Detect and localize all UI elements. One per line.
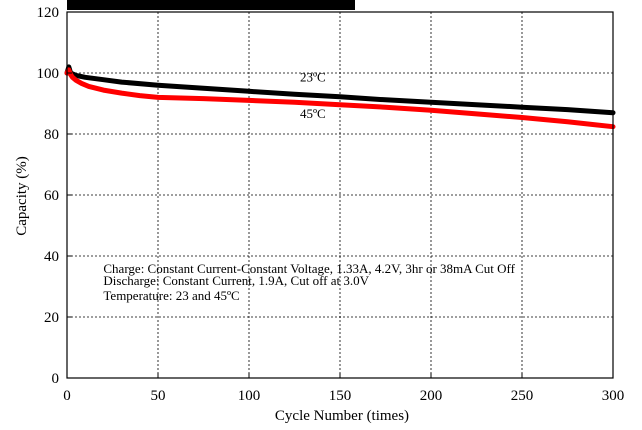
y-tick-label: 20 — [44, 310, 59, 326]
series-label-23c: 23ºC — [300, 70, 326, 85]
series-label-45c: 45ºC — [300, 106, 326, 121]
annotation-line: Temperature: 23 and 45ºC — [103, 288, 239, 303]
series-labels: 23ºC 45ºC — [300, 70, 326, 122]
series-line-45c — [64, 67, 616, 130]
plot-series — [64, 64, 616, 130]
x-axis-label: Cycle Number (times) — [275, 408, 409, 424]
y-tick-label: 80 — [44, 127, 59, 143]
x-tick-label: 300 — [602, 388, 625, 404]
annotation-line: Charge: Constant Current-Constant Voltag… — [103, 261, 515, 276]
header-bar — [67, 0, 355, 10]
y-tick-label: 60 — [44, 188, 59, 204]
y-axis-label: Capacity (%) — [14, 156, 30, 236]
annotation-text: Charge: Constant Current-Constant Voltag… — [103, 261, 515, 303]
annotation-line: Discharge: Constant Current, 1.9A, Cut o… — [103, 273, 369, 288]
y-tick-label: 0 — [52, 371, 60, 387]
y-tick-label: 100 — [37, 66, 60, 82]
series-line-23c — [64, 64, 616, 116]
y-tick-label: 40 — [44, 249, 59, 265]
x-tick-label: 250 — [511, 388, 534, 404]
x-tick-label: 50 — [151, 388, 166, 404]
x-tick-label: 0 — [63, 388, 71, 404]
y-tick-label: 120 — [37, 5, 60, 21]
x-tick-label: 150 — [329, 388, 352, 404]
grid-lines — [67, 12, 613, 378]
x-tick-label: 100 — [238, 388, 261, 404]
x-tick-label: 200 — [420, 388, 443, 404]
axis-ticks: 0 50 100 150 200 250 300 0 20 40 60 80 100 120 — [37, 5, 625, 404]
